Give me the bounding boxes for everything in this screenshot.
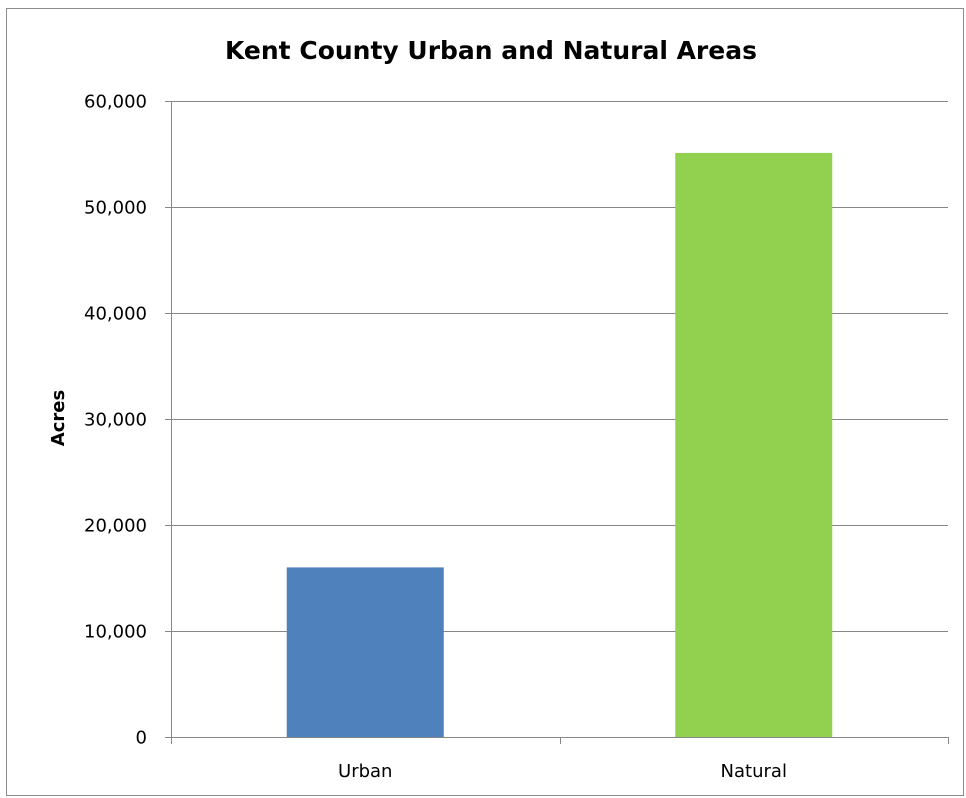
y-tick-label-1: 10,000 bbox=[84, 622, 147, 643]
y-tick-label-6: 60,000 bbox=[84, 92, 147, 113]
y-axis-label: Acres bbox=[48, 390, 69, 446]
y-tick-labels: 0 10,000 20,000 30,000 40,000 50,000 60,000 bbox=[84, 92, 147, 749]
x-tick-labels: Urban Natural bbox=[338, 761, 787, 782]
y-tick-label-5: 50,000 bbox=[84, 198, 147, 219]
y-tick-label-2: 20,000 bbox=[84, 516, 147, 537]
bar-urban bbox=[286, 567, 444, 737]
x-tick-label-urban: Urban bbox=[338, 761, 392, 782]
y-tick-label-3: 30,000 bbox=[84, 410, 147, 431]
bars bbox=[286, 152, 833, 737]
x-tick-label-natural: Natural bbox=[721, 761, 787, 782]
y-tick-label-4: 40,000 bbox=[84, 304, 147, 325]
y-tick-label-0: 0 bbox=[136, 728, 147, 749]
axes bbox=[165, 101, 949, 744]
chart-title: Kent County Urban and Natural Areas bbox=[225, 36, 757, 65]
bar-natural bbox=[675, 152, 833, 737]
